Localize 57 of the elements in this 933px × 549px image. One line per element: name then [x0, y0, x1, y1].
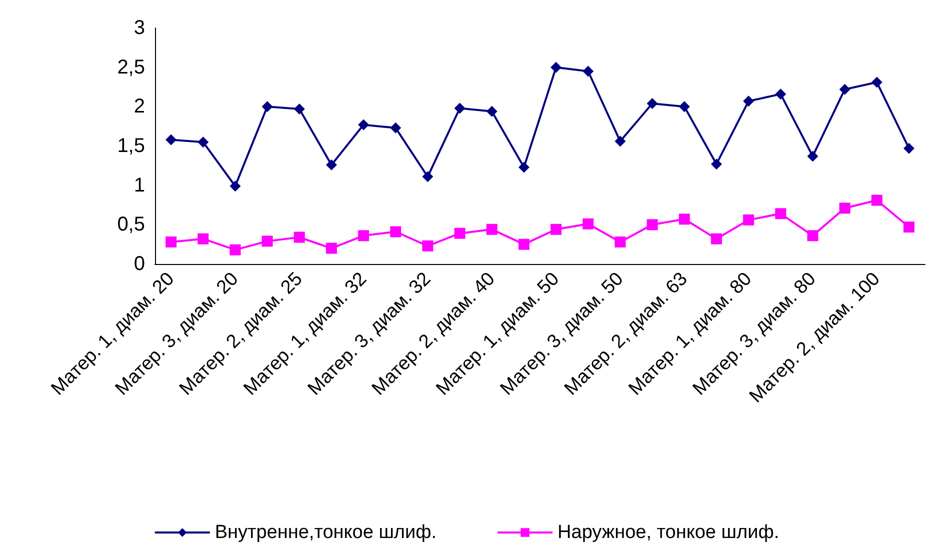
legend-label: Наружное, тонкое шлиф. — [558, 522, 780, 543]
point — [358, 119, 370, 130]
point — [710, 233, 722, 244]
point — [486, 106, 498, 117]
point — [166, 134, 177, 146]
y-tick-label: 2,5 — [117, 56, 145, 78]
point — [903, 222, 914, 233]
point — [294, 104, 305, 115]
point — [775, 88, 786, 100]
y-tick-label: 2 — [134, 96, 145, 118]
point — [294, 232, 305, 243]
point — [614, 136, 626, 147]
point — [678, 214, 690, 225]
point — [390, 122, 402, 134]
point — [807, 150, 818, 162]
point — [326, 242, 337, 254]
point — [775, 208, 786, 220]
point — [358, 230, 370, 242]
point — [326, 159, 337, 170]
point — [871, 194, 882, 206]
point — [230, 244, 241, 256]
point — [550, 224, 562, 235]
point — [422, 240, 434, 252]
point — [582, 218, 594, 230]
point — [807, 230, 818, 242]
point — [646, 98, 658, 110]
point — [839, 84, 850, 95]
y-tick-label: 1 — [134, 174, 145, 196]
y-tick-label: 1,5 — [117, 135, 145, 157]
point — [230, 180, 241, 192]
point — [454, 102, 466, 114]
point — [262, 236, 273, 247]
point — [646, 219, 658, 230]
point — [518, 162, 530, 173]
legend-label: Внутренне,тонкое шлиф. — [214, 522, 437, 543]
point — [743, 96, 754, 107]
y-tick-label: 0 — [134, 253, 145, 275]
point — [422, 171, 434, 182]
point — [166, 236, 177, 248]
point — [743, 214, 754, 226]
point — [582, 66, 594, 77]
point — [903, 142, 914, 154]
point — [198, 233, 209, 244]
y-tick-label: 0,5 — [117, 214, 145, 236]
point — [614, 236, 626, 248]
y-tick-label: 3 — [134, 17, 145, 39]
point — [486, 224, 498, 235]
point — [262, 101, 273, 112]
point — [518, 238, 530, 250]
point — [871, 76, 882, 88]
point — [198, 136, 209, 148]
point — [454, 228, 466, 239]
point — [710, 158, 722, 170]
point — [678, 101, 690, 112]
point — [550, 62, 562, 73]
point — [390, 226, 402, 238]
point — [839, 202, 850, 214]
